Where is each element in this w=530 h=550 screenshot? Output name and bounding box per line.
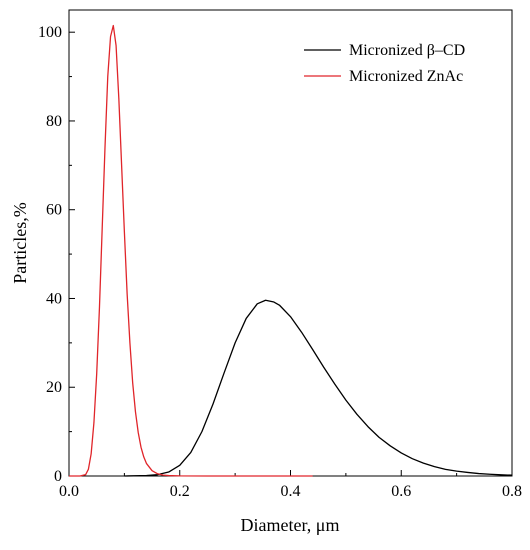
y-tick-label: 80 [46,113,62,130]
x-tick-label: 0.8 [502,483,522,500]
series-layer [69,24,513,477]
x-axis-ticks: 0.0 0.2 0.4 0.6 0.8 [59,470,522,500]
y-axis-title: Particles,% [10,202,30,283]
legend-label-2: Micronized ZnAc [349,68,463,85]
x-tick-label: 0.4 [281,483,301,500]
y-tick-label: 100 [38,24,62,41]
series-line-2 [69,24,313,477]
x-tick-label: 0.2 [170,483,190,500]
legend-label-1: Micronized β–CD [349,42,465,59]
y-axis-ticks: 0 20 40 60 80 100 [38,24,75,485]
x-tick-label: 0.6 [391,483,411,500]
y-tick-label: 60 [46,202,62,219]
y-tick-label: 20 [46,379,62,396]
x-axis-title: Diameter, μm [241,515,340,535]
legend: Micronized β–CD Micronized ZnAc [304,42,465,85]
y-tick-label: 40 [46,290,62,307]
x-tick-label: 0.0 [59,483,79,500]
y-tick-label: 0 [54,468,62,485]
series-line-1 [124,299,513,477]
